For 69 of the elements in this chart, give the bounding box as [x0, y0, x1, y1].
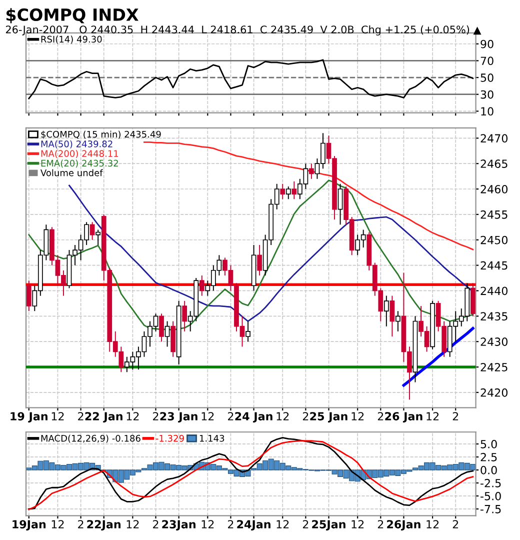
x-tick-label: 12 — [426, 412, 439, 420]
y-tick-label: 30 — [480, 90, 494, 99]
x-tick-label: 2 — [153, 520, 158, 528]
y-tick-label: 0.0 — [480, 466, 497, 474]
x-tick-label: 12 — [352, 412, 364, 420]
x-tick-label: 12 — [126, 412, 139, 420]
y-tick-label: 2470 — [480, 134, 508, 143]
y-tick-label: 50 — [480, 74, 494, 82]
y-tick-label: -5.0 — [480, 492, 501, 500]
x-tick-label: 12 — [352, 520, 364, 528]
x-tick-label: 22Jan — [87, 520, 120, 531]
legend-label: RSI(14) 49.30 — [41, 36, 102, 44]
y-tick-label: 10 — [481, 107, 494, 116]
x-tick-label: 2 — [302, 412, 308, 420]
y-tick-label: 2465 — [480, 160, 508, 168]
x-tick-label: 12 — [426, 520, 439, 528]
x-tick-label: 12 — [276, 412, 289, 420]
legend-label: 1.143 — [200, 434, 224, 442]
x-tick-label: 2 — [302, 520, 308, 528]
x-tick-label: 2 — [452, 412, 458, 420]
x-tick-label: 2 — [452, 520, 458, 528]
chart-subtitle: 26-Jan-2007 O 2440.35 H 2443.44 L 2418.61 C 2435.49 V 2.0B Chg +1.25 (+0.05%) ▲ — [6, 25, 482, 36]
x-tick-label: 22 Jan — [85, 412, 122, 423]
y-tick-label: 5.0 — [480, 440, 497, 448]
y-tick-label: 2440 — [480, 286, 508, 296]
y-tick-label: 2435 — [480, 312, 508, 321]
y-tick-label: -2.5 — [480, 478, 501, 488]
x-tick-label: 2 — [228, 520, 234, 528]
y-tick-label: 2.5 — [480, 452, 497, 462]
x-tick-label: 2 — [228, 412, 234, 420]
x-tick-label: 26 Jan — [385, 412, 422, 423]
y-tick-label: 2420 — [480, 388, 508, 397]
y-tick-label: -7.5 — [480, 505, 501, 514]
x-tick-label: 12 — [202, 520, 214, 528]
legend-label: MACD(12,26,9) -0.186 — [41, 434, 140, 443]
x-tick-label: 2 — [378, 412, 384, 420]
chart-title: $COMPQ INDX — [6, 8, 138, 24]
annotation: Volume undef — [40, 169, 103, 176]
y-tick-label: 2455 — [480, 210, 508, 219]
x-tick-label: 12 — [276, 520, 289, 528]
x-tick-label: 12 — [126, 520, 139, 528]
x-tick-label: 19Jan — [12, 520, 46, 531]
y-tick-label: 2430 — [480, 338, 508, 346]
y-tick-label: 2445 — [480, 261, 508, 270]
legend-label: $COMPQ (15 min) 2435.49 — [41, 130, 161, 139]
x-tick-label: 23 Jan — [160, 412, 198, 423]
x-tick-label: 24Jan — [237, 520, 270, 531]
x-tick-label: 23Jan — [162, 520, 196, 531]
y-tick-label: 2450 — [480, 236, 508, 244]
x-tick-label: 2 — [78, 412, 84, 420]
y-tick-label: 90 — [480, 40, 494, 48]
legend-label: -1.329 — [156, 434, 184, 442]
x-tick-label: 25Jan — [312, 520, 346, 531]
x-tick-label: 12 — [52, 520, 64, 528]
x-tick-label: 12 — [202, 412, 214, 420]
x-tick-label: 19 Jan — [10, 412, 48, 423]
x-tick-label: 2 — [78, 520, 84, 528]
legend-label: MA(200) 2448.11 — [41, 150, 118, 158]
y-tick-label: 2460 — [480, 184, 508, 194]
x-tick-label: 26Jan — [387, 520, 420, 531]
legend-label: EMA(20) 2435.32 — [41, 160, 118, 168]
y-tick-label: 70 — [480, 56, 494, 66]
legend-label: MA(50) 2439.82 — [41, 140, 112, 148]
x-tick-label: 2 — [153, 412, 158, 420]
y-tick-label: 2425 — [480, 362, 508, 372]
x-tick-label: 25 Jan — [310, 412, 348, 423]
x-tick-label: 2 — [378, 520, 384, 528]
x-tick-label: 12 — [52, 412, 64, 420]
x-tick-label: 24 Jan — [235, 412, 272, 423]
